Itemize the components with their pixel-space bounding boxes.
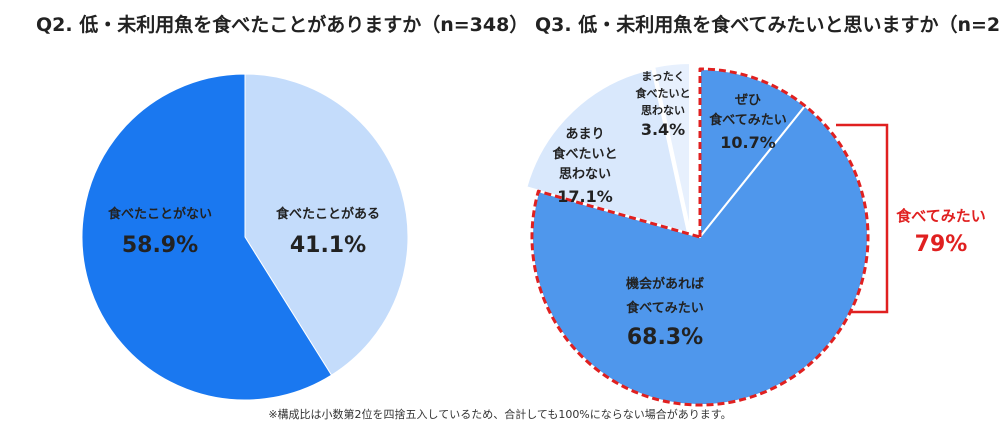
- q3-slice-label-2-line-2: 食べてみたい: [626, 300, 703, 316]
- q3-slice-label-3-line-1: あまり: [565, 127, 604, 142]
- q2-slice-label-2: 食べたことがない: [108, 206, 212, 222]
- q3-slice-label-2-line-1: 機会があれば: [626, 276, 704, 292]
- q3-slice-label-3-line-2: 食べたいと: [552, 146, 617, 162]
- q3-want-outline: [530, 67, 870, 407]
- footnote: ※構成比は小数第2位を四捨五入しているため、合計しても100%にならない場合があ…: [268, 408, 732, 421]
- q3-slice-3: [525, 67, 690, 235]
- q3-slice-value-4: 3.4%: [641, 120, 685, 139]
- q3-bracket-value: 79%: [915, 232, 968, 257]
- q3-slice-label-1-line-1: ぜひ: [735, 93, 761, 108]
- q3-slice-value-2: 68.3%: [627, 325, 703, 350]
- q3-slice-label-3-line-3: 思わない: [559, 167, 611, 182]
- q2-slice-2: [81, 73, 333, 401]
- q2-slice-value-2: 58.9%: [122, 233, 198, 258]
- q3-slice-label-4-line-1: まったく: [641, 70, 685, 83]
- chart-title-q3: Q3. 低・未利用魚を食べてみたいと思いますか（n=205）: [535, 14, 1000, 36]
- q3-bracket: [836, 123, 889, 314]
- q3-slice-label-4-line-3: 思わない: [641, 104, 685, 117]
- q2-slice-value-1: 41.1%: [290, 233, 366, 258]
- q3-slice-value-3: 17.1%: [557, 187, 613, 206]
- q3-slice-label-4-line-2: 食べたいと: [636, 86, 691, 100]
- q3-slice-4: [653, 61, 691, 232]
- q2-slice-1: [244, 73, 409, 376]
- q3-bracket-label: 食べてみたい: [896, 207, 985, 225]
- q3-slice-label-1-line-2: 食べてみたい: [709, 112, 786, 128]
- chart-title-q2: Q2. 低・未利用魚を食べたことがありますか（n=348）: [36, 14, 529, 36]
- q3-slice-value-1: 10.7%: [720, 133, 776, 152]
- q2-slice-label-1: 食べたことがある: [276, 206, 380, 222]
